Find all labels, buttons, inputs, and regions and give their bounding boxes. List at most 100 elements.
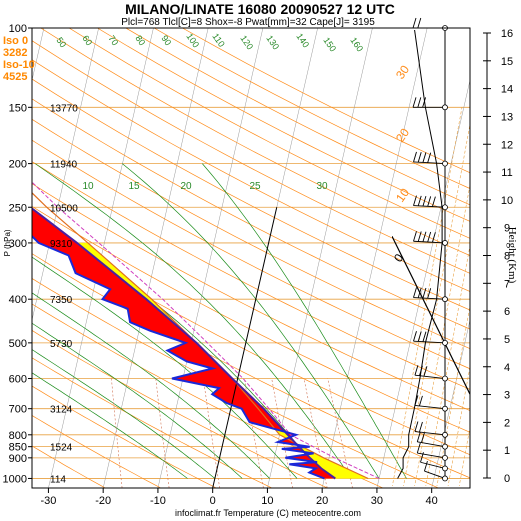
height-tick-label: 8 xyxy=(504,251,510,263)
wind-barb-station xyxy=(442,204,448,211)
mixing-ratio-label: 25 xyxy=(249,181,261,192)
isotherm-line xyxy=(321,28,428,488)
wind-barb-station xyxy=(442,475,448,482)
moist-adiabat-line xyxy=(32,292,270,479)
height-tick-label: 2 xyxy=(504,417,510,429)
x-tick-label: -10 xyxy=(150,495,166,507)
dry-adiabat-line xyxy=(32,98,470,330)
dry-adiabat-line xyxy=(32,415,161,488)
isotherm-line xyxy=(102,28,209,488)
moist-adiabat-line xyxy=(34,163,352,479)
wind-barb xyxy=(416,442,448,461)
wind-barb-flag xyxy=(417,287,422,298)
wind-barb-shaft xyxy=(413,240,446,244)
wind-barb-station xyxy=(442,431,448,438)
height-axis-label: Height (Km) xyxy=(506,227,518,284)
x-tick-label: 10 xyxy=(261,495,273,507)
x-tick-label: -30 xyxy=(40,495,56,507)
wind-barb-flag xyxy=(421,432,425,443)
plot-frame xyxy=(31,27,471,489)
dewpoint-line xyxy=(32,234,325,480)
chart-subtitle: Plcl=768 Tlcl[C]=8 Shox=-8 Pwat[mm]=32 C… xyxy=(121,17,375,28)
wind-barb-flag xyxy=(417,195,422,206)
isotherm-line xyxy=(431,318,470,488)
wind-barb-station xyxy=(442,405,448,412)
wind-barb xyxy=(412,97,448,111)
freezing-level-label: 3282 xyxy=(3,47,27,59)
mixing-ratio-line xyxy=(303,378,328,488)
wind-barb-flag xyxy=(417,231,422,242)
freezing-level-label: 4525 xyxy=(3,71,27,83)
wind-barb-flag xyxy=(417,152,422,163)
freezing-level-label: Iso 0 xyxy=(3,35,28,47)
hodograph-speed-line xyxy=(425,243,470,486)
moist-adiabat-line xyxy=(122,163,380,479)
dry-adiabat-line xyxy=(32,357,272,488)
wind-barb-shaft xyxy=(414,374,446,379)
height-tick-label: 7 xyxy=(504,278,510,290)
wind-barb-shaft xyxy=(413,297,446,300)
hodograph-speed-line xyxy=(392,107,463,486)
wind-barb xyxy=(413,151,448,167)
wind-barb-flag xyxy=(419,395,423,407)
freezing-level-label: Iso-10 xyxy=(3,59,35,71)
p-tick-label: 900 xyxy=(9,453,27,465)
hodograph-speed-line xyxy=(403,122,470,486)
wind-barb xyxy=(413,287,448,303)
geopotential-label: 11940 xyxy=(50,160,78,171)
wind-barb-shaft xyxy=(424,470,446,479)
geopotential-label: 5730 xyxy=(50,339,73,350)
isotherm-label: 30 xyxy=(393,62,412,81)
wind-barb-flag xyxy=(412,97,417,108)
wind-barb-flag xyxy=(413,331,417,342)
wind-barb-flag xyxy=(412,17,417,29)
wind-barb-station xyxy=(442,104,448,111)
dry-adiabat-line xyxy=(32,205,470,433)
geopotential-label: 1524 xyxy=(50,443,73,454)
wind-barb-station xyxy=(442,375,448,382)
wind-barb-shaft xyxy=(420,461,446,469)
mixing-ratio-label: 20 xyxy=(180,181,192,192)
wind-barb-flag xyxy=(427,231,432,243)
wind-barb-flag xyxy=(419,365,423,376)
dry-adiabat-line xyxy=(32,139,470,370)
wind-barb xyxy=(414,395,448,412)
wind-barb xyxy=(414,365,448,382)
height-tick-label: 16 xyxy=(501,28,513,40)
geopotential-label: 10500 xyxy=(50,203,78,214)
wind-barb-shaft xyxy=(413,340,446,344)
geopotential-label: 3124 xyxy=(50,405,73,416)
wind-barb-shaft xyxy=(417,452,446,459)
mixing-ratio-line xyxy=(155,378,170,488)
wind-barb-station xyxy=(442,339,448,346)
geopotential-label: 13770 xyxy=(50,103,78,114)
wind-barb-flag xyxy=(417,331,422,342)
wind-barb-flag xyxy=(423,460,428,472)
height-tick-label: 12 xyxy=(501,139,513,151)
dry-adiabat-label: 160 xyxy=(348,35,365,53)
dry-adiabat-line xyxy=(32,278,439,488)
isotherm-line xyxy=(376,79,470,488)
wind-barb-flag xyxy=(416,442,421,454)
wind-barb-flag xyxy=(422,331,427,342)
zero-isotherm-line xyxy=(212,207,278,488)
moist-adiabat-line xyxy=(32,322,243,479)
wind-barb-station xyxy=(442,454,448,461)
wind-barb-flag xyxy=(427,196,432,207)
height-tick-label: 4 xyxy=(504,362,510,374)
wind-barb xyxy=(414,421,448,438)
dry-adiabat-line xyxy=(68,28,470,239)
dry-adiabat-label: 80 xyxy=(133,33,147,47)
wind-barb-flag xyxy=(417,17,422,29)
mixing-ratio-label: 10 xyxy=(82,181,94,192)
moist-adiabat-line xyxy=(32,349,216,479)
dry-adiabat-line xyxy=(32,385,217,488)
p-tick-label: 150 xyxy=(9,102,27,114)
isotherm-label: 0 xyxy=(391,251,406,265)
p-tick-label: 600 xyxy=(9,374,27,386)
dry-adiabat-label: 50 xyxy=(54,35,68,49)
height-tick-label: 0 xyxy=(504,473,510,485)
x-tick-label: -20 xyxy=(95,495,111,507)
dry-adiabat-label: 70 xyxy=(106,33,120,47)
